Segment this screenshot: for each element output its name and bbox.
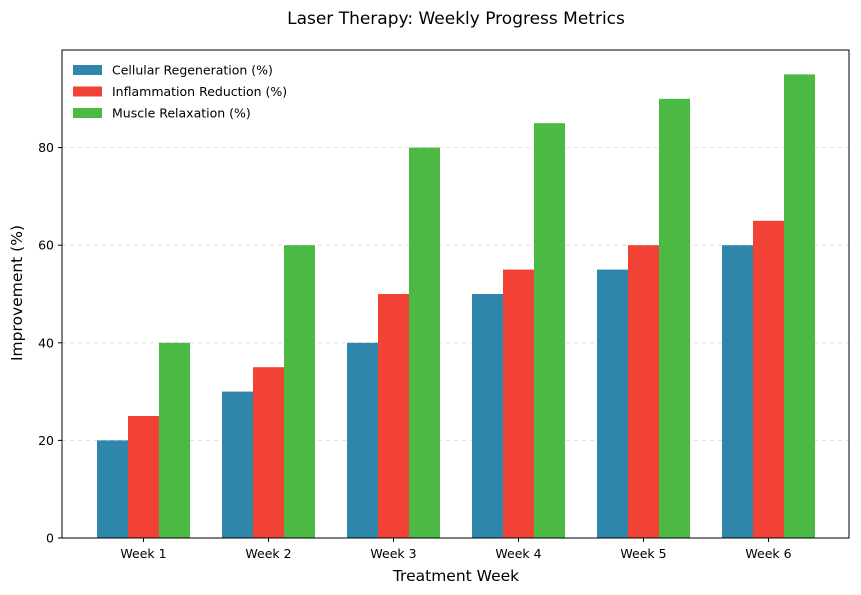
ticks: 0 20 40 60 80 Week 1 Week 2 Week 3 Week 4 Week 5 W… <box>38 140 792 561</box>
legend-label: Cellular Regeneration (%) <box>112 63 273 78</box>
legend-swatch <box>73 65 102 75</box>
bar <box>284 245 315 538</box>
bar <box>628 245 659 538</box>
bar <box>753 220 784 539</box>
bar <box>128 416 159 538</box>
bar <box>472 294 503 538</box>
legend-label: Muscle Relaxation (%) <box>112 106 251 121</box>
legend: Cellular Regeneration (%) Inflammation Re… <box>73 63 287 121</box>
bar <box>597 269 628 538</box>
bar <box>97 440 128 538</box>
x-tick-label: Week 2 <box>245 546 291 561</box>
y-tick-label: 80 <box>38 140 54 155</box>
bar <box>503 269 534 538</box>
x-tick-label: Week 3 <box>370 546 416 561</box>
bar <box>534 123 565 538</box>
plot-frame <box>61 49 850 539</box>
bar <box>784 74 815 539</box>
y-tick-label: 60 <box>38 238 54 253</box>
axes <box>61 49 850 539</box>
bar <box>222 391 253 538</box>
legend-swatch <box>73 108 102 118</box>
chart-title: Laser Therapy: Weekly Progress Metrics <box>287 9 625 29</box>
bar <box>378 294 409 538</box>
bar <box>253 367 284 538</box>
bar <box>659 98 690 539</box>
legend-label: Inflammation Reduction (%) <box>112 84 287 99</box>
y-tick-label: 40 <box>38 335 54 350</box>
bar <box>347 342 378 538</box>
x-tick-label: Week 6 <box>745 546 791 561</box>
bars <box>97 74 815 539</box>
bar <box>159 342 190 538</box>
x-tick-label: Week 4 <box>495 546 541 561</box>
x-tick-label: Week 5 <box>620 546 666 561</box>
y-tick-label: 0 <box>46 531 54 546</box>
legend-swatch <box>73 86 102 97</box>
bar <box>409 147 440 538</box>
x-tick-label: Week 1 <box>120 546 166 561</box>
y-tick-label: 20 <box>38 433 54 448</box>
bar <box>722 245 753 538</box>
x-axis-label: Treatment Week <box>392 567 519 585</box>
grid-lines <box>62 147 849 441</box>
y-axis-label: Improvement (%) <box>8 225 26 361</box>
